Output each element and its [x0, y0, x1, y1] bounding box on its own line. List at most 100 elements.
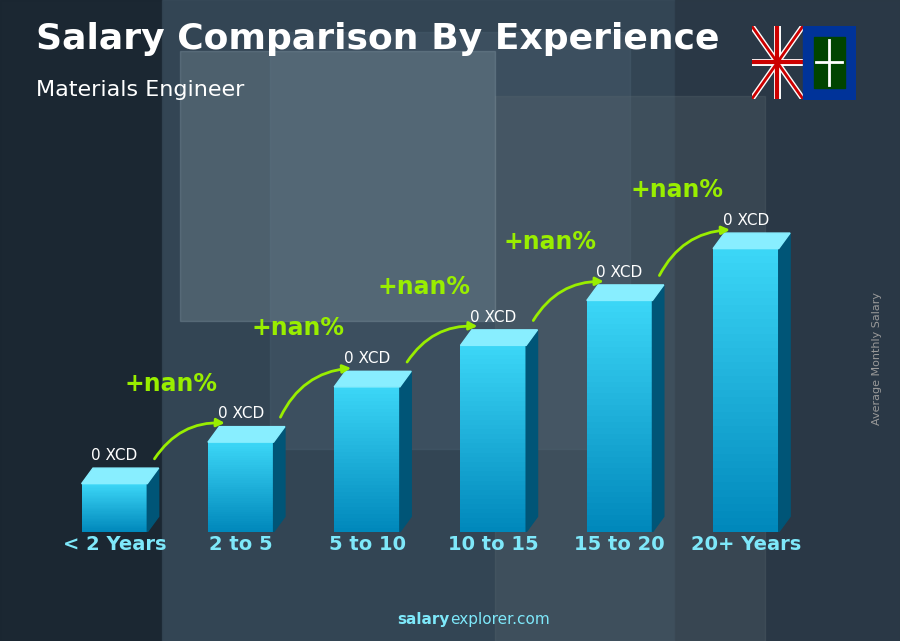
Bar	[461, 504, 526, 509]
Bar	[587, 329, 652, 335]
Bar	[334, 481, 400, 485]
Bar	[334, 514, 400, 517]
Bar	[334, 478, 400, 481]
Bar	[334, 460, 400, 463]
Text: +nan%: +nan%	[504, 229, 597, 254]
Bar	[82, 506, 148, 508]
Bar	[82, 516, 148, 517]
Bar	[713, 348, 778, 355]
Bar	[82, 510, 148, 512]
Bar	[334, 521, 400, 525]
Bar	[82, 508, 148, 509]
Bar	[713, 404, 778, 412]
Bar	[82, 524, 148, 525]
Bar	[334, 394, 400, 398]
Bar	[713, 284, 778, 291]
Bar	[334, 387, 400, 390]
Bar	[587, 445, 652, 451]
Text: +nan%: +nan%	[377, 275, 471, 299]
Bar	[461, 373, 526, 378]
Text: 0 XCD: 0 XCD	[218, 406, 264, 421]
Bar	[208, 460, 274, 462]
Bar	[82, 498, 148, 499]
Bar	[461, 444, 526, 448]
Bar	[461, 392, 526, 397]
Bar	[208, 525, 274, 528]
Bar	[461, 378, 526, 383]
Bar	[82, 488, 148, 490]
Bar	[713, 305, 778, 312]
Bar	[587, 457, 652, 463]
Bar	[208, 519, 274, 520]
Bar	[334, 495, 400, 499]
Bar	[461, 518, 526, 522]
Text: 0 XCD: 0 XCD	[597, 265, 643, 279]
Bar	[587, 526, 652, 532]
Bar	[587, 497, 652, 503]
Bar	[334, 441, 400, 445]
Bar	[461, 415, 526, 420]
Bar	[208, 512, 274, 514]
Bar	[461, 350, 526, 354]
Bar	[208, 485, 274, 487]
Bar	[461, 528, 526, 532]
Text: 20+ Years: 20+ Years	[691, 535, 801, 554]
Bar	[208, 467, 274, 469]
Bar	[587, 451, 652, 457]
Bar	[334, 409, 400, 412]
Bar	[713, 518, 778, 525]
Polygon shape	[652, 285, 664, 532]
Bar	[461, 360, 526, 364]
Bar	[334, 517, 400, 521]
Bar	[82, 499, 148, 501]
Bar	[713, 362, 778, 369]
Bar	[587, 404, 652, 410]
Bar	[82, 522, 148, 524]
Bar	[713, 433, 778, 440]
Bar	[587, 463, 652, 469]
Bar	[713, 291, 778, 298]
Bar	[82, 529, 148, 531]
Bar	[82, 525, 148, 526]
Bar	[713, 461, 778, 469]
Bar	[713, 249, 778, 256]
Bar	[713, 483, 778, 490]
Polygon shape	[814, 37, 844, 88]
Bar	[334, 449, 400, 452]
Bar	[82, 484, 148, 485]
Bar	[208, 469, 274, 471]
Bar	[587, 387, 652, 393]
Bar	[461, 345, 526, 350]
Bar	[713, 341, 778, 348]
Bar	[82, 485, 148, 486]
Bar	[82, 531, 148, 532]
Bar	[461, 438, 526, 444]
Polygon shape	[82, 468, 158, 484]
Bar	[461, 499, 526, 504]
Bar	[82, 528, 148, 529]
Bar	[334, 470, 400, 474]
Bar	[587, 399, 652, 404]
Text: 15 to 20: 15 to 20	[574, 535, 665, 554]
Bar	[82, 512, 148, 513]
Bar	[461, 495, 526, 499]
Bar	[82, 495, 148, 497]
Bar	[334, 434, 400, 438]
Bar	[334, 485, 400, 488]
Bar	[82, 505, 148, 506]
Text: 10 to 15: 10 to 15	[448, 535, 538, 554]
Bar	[334, 423, 400, 427]
Bar	[82, 515, 148, 516]
Bar	[587, 347, 652, 353]
Text: Average Monthly Salary: Average Monthly Salary	[872, 292, 883, 426]
Bar	[208, 478, 274, 480]
Bar	[208, 507, 274, 510]
Bar	[461, 434, 526, 438]
Bar	[713, 256, 778, 263]
Bar	[587, 341, 652, 347]
Bar	[208, 510, 274, 512]
Bar	[713, 426, 778, 433]
Bar	[82, 487, 148, 488]
Bar	[82, 502, 148, 503]
Polygon shape	[461, 330, 537, 345]
